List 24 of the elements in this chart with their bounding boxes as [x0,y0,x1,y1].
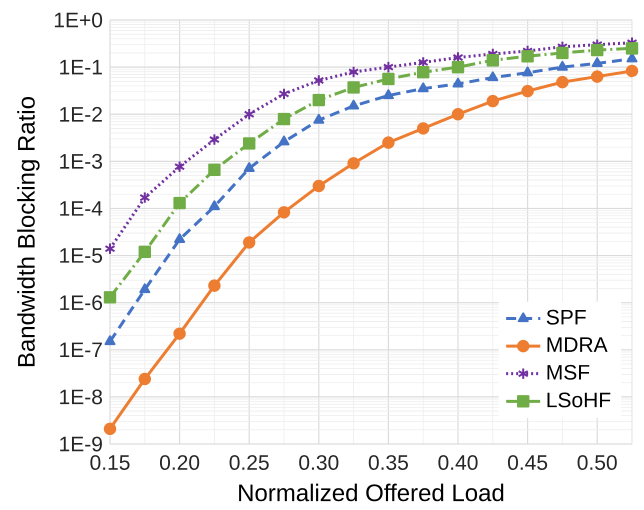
legend-label: LSoHF [548,392,610,408]
x-tick-label: 0.25 [230,455,269,470]
y-tick-label: 1E+0 [54,12,102,28]
y-tick-label: 1E-9 [60,436,102,452]
legend-label: MDRA [548,337,608,352]
y-tick-label: 1E-6 [60,295,102,310]
y-tick-label: 1E-3 [60,154,102,169]
x-axis-title: Normalized Offered Load [239,484,504,502]
x-tick-label: 0.40 [438,455,478,470]
x-tick-label: 0.35 [368,455,408,470]
x-tick-label: 0.20 [160,455,200,470]
y-tick-label: 1E-5 [60,248,102,263]
legend-label: SPF [546,310,586,325]
y-axis-title: Bandwidth Blocking Ratio [17,97,40,366]
x-tick-label: 0.30 [299,455,338,470]
x-tick-label: 0.45 [508,455,548,470]
x-tick-label: 0.50 [578,455,617,470]
y-tick-label: 1E-4 [60,201,102,216]
x-tick-label: 0.15 [90,455,130,470]
y-tick-label: 1E-7 [60,342,102,358]
y-tick-label: 1E-8 [60,389,102,404]
legend-label: MSF [548,364,590,380]
y-tick-label: 1E-1 [60,60,102,74]
y-tick-label: 1E-2 [60,106,102,122]
